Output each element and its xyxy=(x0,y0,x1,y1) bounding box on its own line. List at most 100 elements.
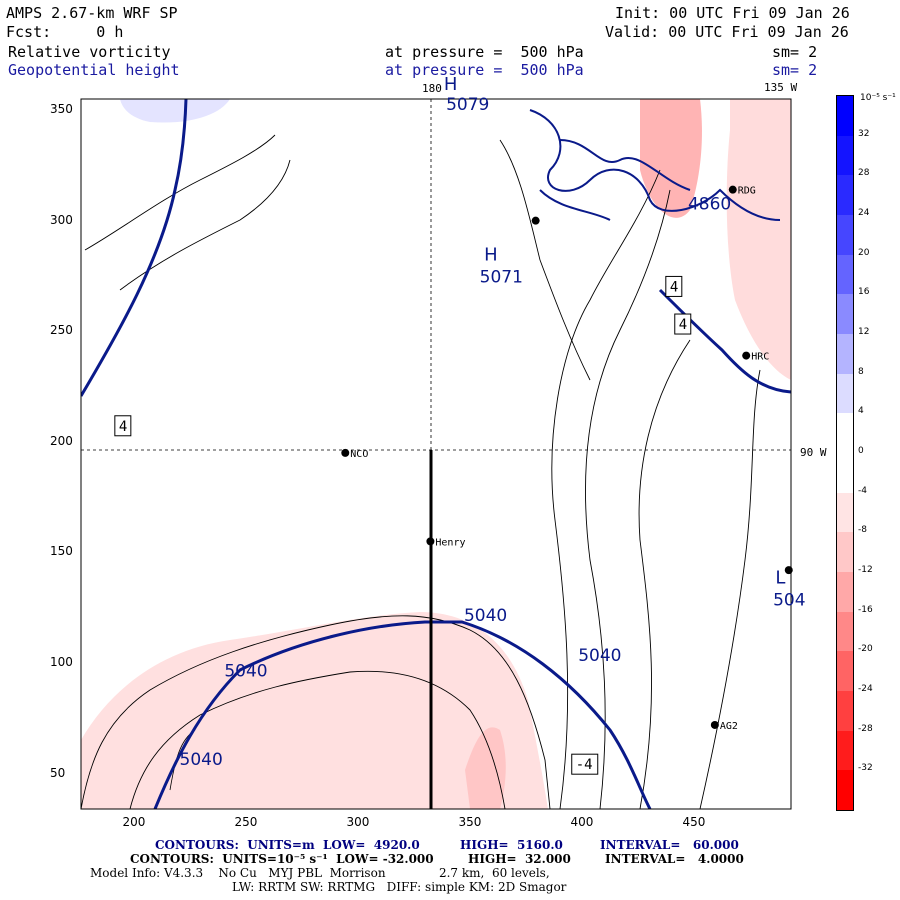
footer-vort-high: HIGH= 32.000 xyxy=(468,852,571,866)
init-time: Init: 00 UTC Fri 09 Jan 26 xyxy=(615,4,850,22)
station-label: Henry xyxy=(435,537,465,548)
colorbar-swatch xyxy=(837,492,853,533)
colorbar-swatch xyxy=(837,532,853,572)
colorbar-tick-label: -12 xyxy=(858,565,873,575)
vorticity-value-box: 4 xyxy=(674,313,692,335)
station-marker xyxy=(742,351,751,360)
colorbar-tick-label: 0 xyxy=(858,446,864,456)
y-tick-label: 150 xyxy=(50,544,73,559)
station-label: HRC xyxy=(751,352,769,363)
station-label: NCO xyxy=(350,449,368,460)
vorticity-contours xyxy=(81,134,761,809)
height-contours xyxy=(81,99,791,809)
y-tick-label: 250 xyxy=(50,323,73,338)
vorticity-value-text: 4 xyxy=(119,419,127,435)
colorbar-swatch xyxy=(837,373,853,414)
y-tick-label: 50 xyxy=(50,765,66,780)
height-contour-label: 5079 xyxy=(446,95,489,115)
vorticity-value-text: -4 xyxy=(576,757,593,773)
height-contour-label: 5040 xyxy=(180,750,223,770)
x-tick-label: 400 xyxy=(570,815,594,829)
vorticity-value-text: 4 xyxy=(679,317,687,333)
colorbar-tick-label: -4 xyxy=(858,485,867,496)
colorbar-tick-label: -8 xyxy=(858,525,867,536)
colorbar-tick-label: 24 xyxy=(858,208,870,218)
complex-contours-ne xyxy=(529,109,781,221)
station-layer: NCO Henry RDG HRC AG2 xyxy=(341,185,793,732)
x-tick-label: 250 xyxy=(234,815,258,829)
label-layer: 5040 5040 5040 5040 5071 5079 504 4860 H H L 4 4 4 -4 xyxy=(114,74,806,775)
colorbar-swatch xyxy=(837,651,853,691)
field2-smoothing: sm= 2 xyxy=(772,61,818,79)
height-contour-label: 5040 xyxy=(224,661,267,681)
colorbar-tick-label: 8 xyxy=(858,366,864,377)
colorbar-swatch xyxy=(837,571,853,612)
height-contour-label: 4860 xyxy=(688,195,731,215)
colorbar-swatch xyxy=(837,135,853,176)
height-contour-label: 5071 xyxy=(480,268,523,288)
colorbar-tick-label: 28 xyxy=(858,168,870,179)
colorbar-tick-label: 20 xyxy=(858,247,870,258)
colorbar-swatch xyxy=(837,611,853,652)
station-marker xyxy=(426,537,435,546)
pos-vorticity-core-south xyxy=(465,727,506,809)
colorbar-swatch xyxy=(837,96,853,136)
lon-label-135w: 135 W xyxy=(764,81,798,94)
colorbar-tick-label: 16 xyxy=(858,287,870,298)
forecast-hour: Fcst: 0 h xyxy=(6,23,124,41)
station-marker xyxy=(341,448,350,457)
x-tick-label: 450 xyxy=(682,815,706,829)
footer-height-interval: INTERVAL= 60.000 xyxy=(600,838,739,852)
lon-label-90w: 90 W xyxy=(800,446,827,459)
height-contour-5040 xyxy=(153,620,652,809)
vorticity-value-box: -4 xyxy=(571,753,599,775)
colorbar-swatch xyxy=(837,452,853,493)
height-contour-nw xyxy=(81,99,188,397)
colorbar-swatch xyxy=(837,175,853,215)
vorticity-value-text: 4 xyxy=(670,279,678,295)
colorbar-swatch xyxy=(837,413,853,453)
vorticity-value-box: 4 xyxy=(114,415,132,437)
vorticity-value-box: 4 xyxy=(665,275,683,297)
colorbar-swatch xyxy=(837,294,853,334)
footer-model-info: Model Info: V4.3.3 No Cu MYJ PBL Morriso… xyxy=(90,866,550,880)
colorbar-swatch xyxy=(837,214,853,255)
height-contour-east xyxy=(658,288,791,394)
field1-name: Relative vorticity xyxy=(8,43,171,61)
high-pressure-label: H xyxy=(444,74,458,95)
height-contour-label: 5040 xyxy=(464,606,507,626)
neg-vorticity-area-nw xyxy=(120,99,230,123)
y-tick-label: 200 xyxy=(50,433,73,448)
model-title: AMPS 2.67-km WRF SP xyxy=(6,4,178,22)
colorbar-tick-label: -24 xyxy=(858,684,873,694)
colorbar-swatch xyxy=(837,690,853,731)
y-tick-label: 350 xyxy=(50,102,73,117)
height-contour-label: 5040 xyxy=(578,646,621,666)
field2-pressure: at pressure = 500 hPa xyxy=(385,61,584,79)
y-tick-label: 300 xyxy=(50,212,73,227)
colorbar-tick-label: -16 xyxy=(858,604,873,615)
lon-label-180: 180 xyxy=(422,82,442,95)
footer-vort-interval: INTERVAL= 4.0000 xyxy=(605,852,744,866)
footer-physics: LW: RRTM SW: RRTMG DIFF: simple KM: 2D S… xyxy=(232,880,567,894)
station-marker xyxy=(710,720,719,729)
high-pressure-label: H xyxy=(484,244,498,265)
footer-vort-units: CONTOURS: UNITS=10⁻⁵ s⁻¹ LOW= -32.000 xyxy=(130,852,434,866)
colorbar-tick-label: -28 xyxy=(858,723,873,734)
y-tick-label: 100 xyxy=(50,655,73,670)
colorbar-tick-label: 12 xyxy=(858,327,870,337)
station-label: AG2 xyxy=(720,721,738,732)
colorbar-swatch xyxy=(837,254,853,295)
footer-height-units: CONTOURS: UNITS=m LOW= 4920.0 xyxy=(155,838,420,852)
pos-vorticity-area-east xyxy=(726,99,791,380)
plot-frame xyxy=(80,98,792,810)
footer-height-high: HIGH= 5160.0 xyxy=(460,838,563,852)
colorbar-tick-label: -32 xyxy=(858,763,873,774)
station-label: RDG xyxy=(738,186,756,197)
field1-smoothing: sm= 2 xyxy=(772,43,818,61)
station-marker xyxy=(531,216,540,225)
field1-pressure: at pressure = 500 hPa xyxy=(385,43,584,61)
valid-time: Valid: 00 UTC Fri 09 Jan 26 xyxy=(605,23,849,41)
x-tick-label: 350 xyxy=(458,815,482,829)
